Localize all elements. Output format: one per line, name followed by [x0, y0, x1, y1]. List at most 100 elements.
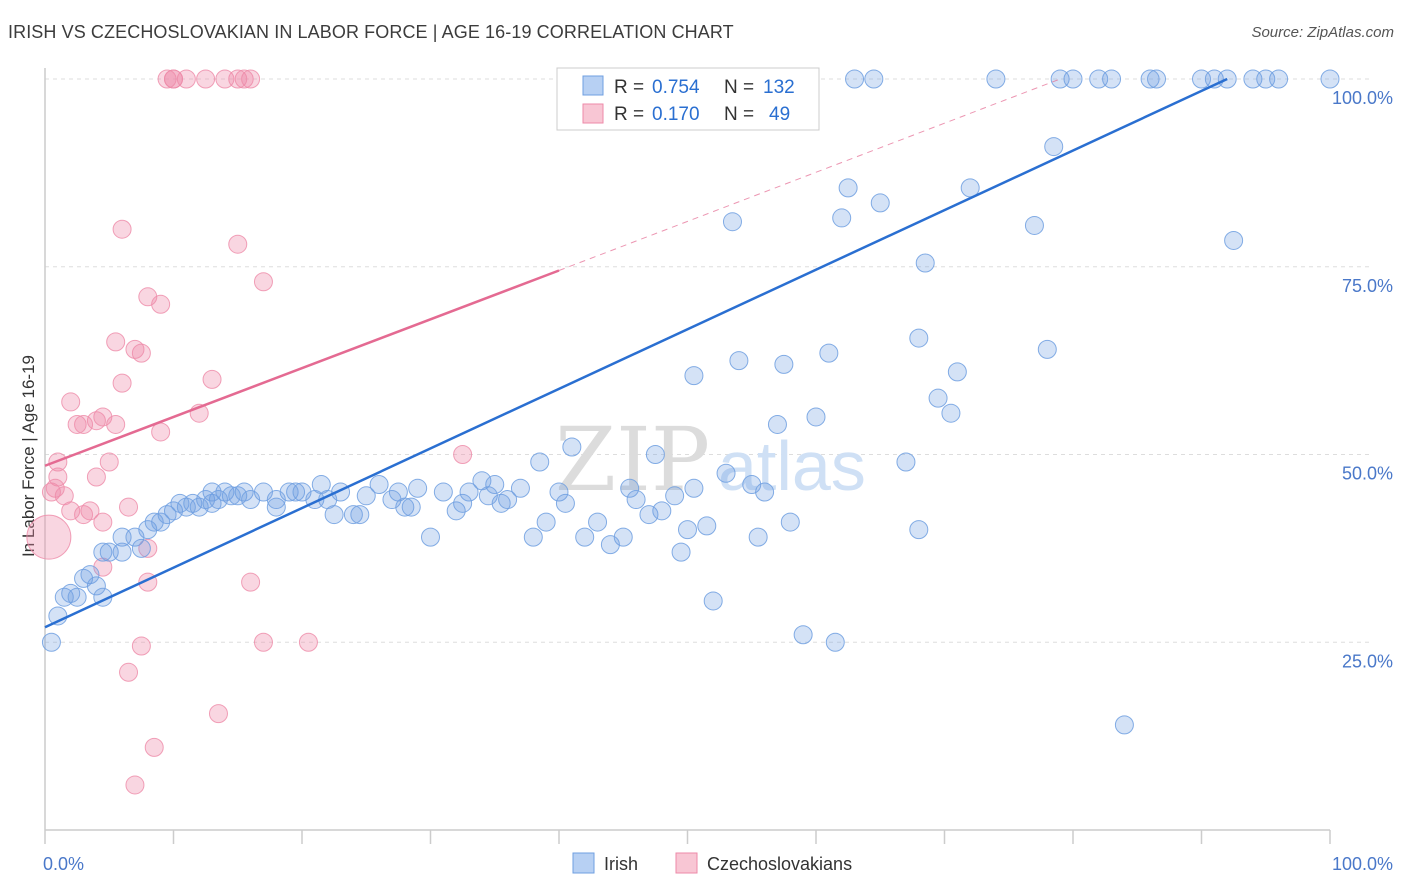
- irish-point: [928, 388, 948, 408]
- irish-point: [870, 193, 890, 213]
- irish-point: [1102, 69, 1122, 89]
- irish-point: [613, 527, 633, 547]
- irish-point: [1140, 69, 1160, 89]
- czech-point: [106, 414, 126, 434]
- irish-point: [671, 542, 691, 562]
- irish-point: [1063, 69, 1083, 89]
- czech-point: [234, 69, 254, 89]
- y-tick-label-25: 25.0%: [1342, 651, 1393, 671]
- irish-point: [639, 505, 659, 525]
- y-tick-label-100: 100.0%: [1332, 88, 1393, 108]
- czech-point: [151, 422, 171, 442]
- irish-point: [838, 178, 858, 198]
- irish-point: [350, 505, 370, 525]
- irish-point: [286, 482, 306, 502]
- irish-point: [896, 452, 916, 472]
- irish-point: [941, 403, 961, 423]
- irish-point: [716, 463, 736, 483]
- czech-point: [67, 414, 87, 434]
- y-tick-label-75: 75.0%: [1342, 276, 1393, 296]
- irish-point: [793, 625, 813, 645]
- czech-point: [119, 497, 139, 517]
- irish-trend-line: [44, 77, 1228, 629]
- trend-lines: [44, 77, 1228, 629]
- irish-point: [453, 493, 473, 513]
- czech-point: [74, 414, 94, 434]
- irish-point: [1147, 69, 1167, 89]
- irish-point: [433, 482, 453, 502]
- chart-title: IRISH VS CZECHOSLOVAKIAN IN LABOR FORCE …: [8, 22, 734, 42]
- irish-point: [678, 520, 697, 540]
- legend-czech-n-value: 49: [769, 104, 790, 125]
- irish-point: [93, 542, 113, 562]
- czech-trend-extension: [558, 78, 1061, 271]
- bottom-legend-irish-swatch: [572, 852, 595, 874]
- irish-point: [80, 565, 100, 585]
- czech-point: [151, 294, 171, 314]
- irish-point: [157, 505, 177, 525]
- irish-point: [459, 482, 479, 502]
- irish-point: [697, 516, 717, 536]
- irish-point: [652, 501, 672, 521]
- axes: [44, 68, 1331, 844]
- irish-point: [1320, 69, 1340, 89]
- czech-point: [196, 69, 216, 89]
- czech-point: [86, 467, 106, 487]
- y-axis-label: In Labor Force | Age 16-19: [19, 355, 38, 557]
- irish-point: [909, 328, 929, 348]
- gridlines: [45, 78, 1370, 643]
- irish-point: [523, 527, 543, 547]
- irish-point: [986, 69, 1006, 89]
- irish-point: [864, 69, 884, 89]
- czech-point: [253, 632, 273, 652]
- czech-point: [176, 69, 196, 89]
- czech-point: [119, 662, 139, 682]
- irish-point: [722, 212, 742, 232]
- czech-point: [74, 505, 94, 525]
- bottom-legend: Irish Czechoslovakians: [572, 852, 852, 874]
- irish-point: [498, 490, 518, 510]
- irish-point: [41, 632, 61, 652]
- czech-point: [112, 373, 132, 393]
- irish-point: [806, 407, 826, 427]
- irish-point: [684, 366, 704, 386]
- czech-point: [253, 272, 273, 292]
- irish-point: [164, 501, 183, 521]
- irish-point: [620, 478, 640, 498]
- czech-point: [106, 332, 126, 352]
- irish-point: [510, 478, 530, 498]
- czech-point: [157, 69, 177, 89]
- irish-point: [825, 632, 845, 652]
- irish-point: [369, 475, 389, 495]
- czech-point: [125, 339, 145, 359]
- irish-point: [228, 486, 248, 506]
- czech-point: [202, 369, 222, 389]
- irish-point: [1024, 215, 1044, 235]
- czech-point: [99, 452, 119, 472]
- irish-point: [343, 505, 363, 525]
- irish-point: [208, 490, 228, 510]
- irish-point: [266, 497, 286, 517]
- irish-point: [183, 493, 203, 513]
- czech-point: [241, 572, 261, 592]
- czech-points: [26, 69, 473, 795]
- watermark-atlas: atlas: [718, 427, 866, 505]
- y-tick-label-50: 50.0%: [1342, 464, 1393, 484]
- czech-point: [61, 501, 81, 521]
- irish-point: [915, 253, 935, 273]
- irish-point: [1224, 230, 1244, 250]
- legend-czech-r-label: R =: [614, 104, 644, 125]
- x-tick-label-0: 0.0%: [43, 854, 84, 874]
- irish-point: [401, 497, 421, 517]
- legend-box: R = 0.754 N = 132 R = 0.170 N = 49: [556, 67, 820, 131]
- czech-point: [61, 392, 81, 412]
- czech-point: [112, 219, 132, 239]
- irish-point: [485, 475, 505, 495]
- czech-point: [93, 512, 113, 532]
- irish-point: [86, 576, 106, 596]
- czech-point: [453, 445, 473, 464]
- irish-point: [909, 520, 929, 540]
- irish-point: [215, 482, 235, 502]
- bottom-legend-irish-label: Irish: [604, 854, 638, 874]
- irish-point: [845, 69, 865, 89]
